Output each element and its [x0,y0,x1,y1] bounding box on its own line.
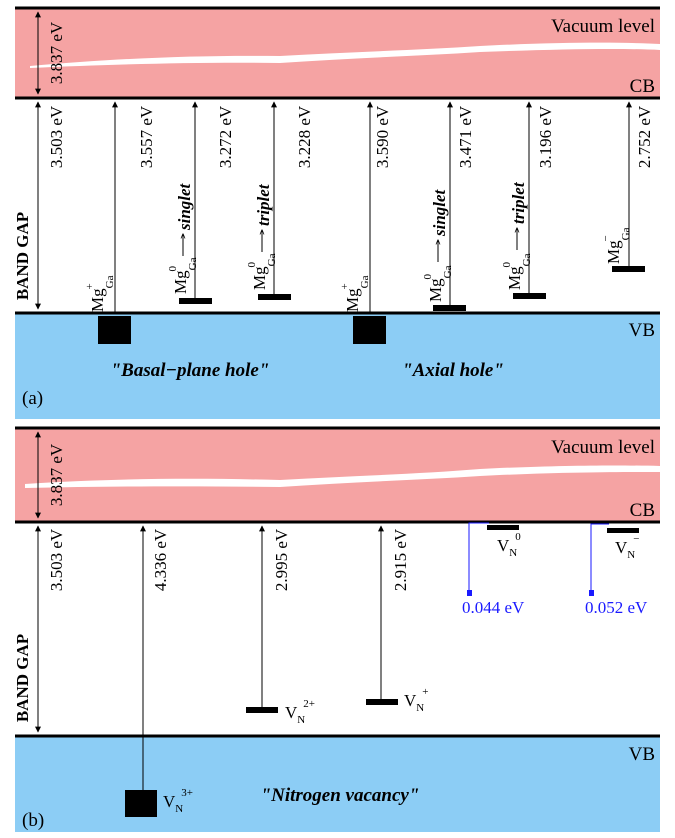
energy-value: 3.557 eV [137,105,156,168]
level-bar [246,707,278,713]
species-label: MgGa− [600,227,632,264]
species-label: MgGa0 [246,253,278,290]
band-gap-label: BAND GAP [13,634,32,722]
level-bar [366,699,398,705]
vacuum-label: Vacuum level [551,437,655,458]
cb-label: CB [630,500,655,521]
panel-a: Vacuum level CB VB (a) 3.837 eV 3.503 eV… [13,6,660,419]
band-gap-label: BAND GAP [13,212,32,300]
species-label: VN0 [497,531,521,559]
level-vn-plus: 2.915 eV VN+ [366,525,428,714]
energy-value: 3.272 eV [216,105,235,168]
vb-label: VB [629,744,655,765]
level-mg-minus: 2.752 eV MgGa− [600,101,654,272]
cb-label: CB [630,76,655,97]
species-label: MgGa+ [339,275,371,312]
nitrogen-vacancy-note: "Nitrogen vacancy" [261,785,420,806]
depth-bracket [590,523,609,592]
vacuum-wave [25,465,660,488]
level-bar [179,298,212,304]
vacuum-region [15,428,660,522]
species-label: MgGa0 [422,265,454,302]
energy-value: 2.995 eV [272,528,291,591]
depth-value: 0.052 eV [585,598,648,617]
depth-bracket [468,522,489,592]
panel-b: Vacuum level CB VB (b) 3.837 eV 3.503 eV… [13,426,660,832]
level-block [125,790,157,817]
spin-label: singlet [430,188,449,237]
species-label: VN2+ [285,698,315,726]
level-vn-neutral: 0.044 eV VN0 [462,522,525,617]
gap-value: 3.503 eV [47,528,66,591]
level-bar [612,266,645,272]
valence-band [15,736,660,832]
depth-marker [467,590,472,596]
level-bar [258,294,291,300]
energy-value: 3.471 eV [456,105,475,168]
affinity-value: 3.837 eV [47,21,66,84]
level-mg0-triplet-axial: 3.196 eV MgGa0 triplet [501,101,555,299]
spin-label: singlet [175,182,194,231]
level-mg0-triplet-basal: 3.228 eV MgGa0 triplet [246,101,314,300]
level-mg0-singlet-basal: 3.272 eV MgGa0 singlet [167,101,235,304]
level-vn-minus: 0.052 eV VN− [585,523,648,617]
level-mg-plus-basal: 3.557 eV MgGa+ [84,101,156,344]
spin-label: triplet [509,181,528,224]
gap-value: 3.503 eV [47,105,66,168]
level-mg-plus-axial: 3.590 eV MgGa+ [339,101,392,344]
species-label: MgGa0 [167,257,199,294]
level-vn-3plus: 4.336 eV VN3+ [125,525,193,817]
depth-marker [589,590,594,596]
level-bar [513,293,546,299]
species-label: VN+ [404,686,428,714]
level-bar [487,525,519,530]
panel-label: (a) [22,388,43,409]
species-label: MgGa+ [84,275,116,312]
depth-value: 0.044 eV [462,598,525,617]
energy-value: 3.196 eV [536,105,555,168]
species-label: MgGa0 [501,253,533,290]
vb-label: VB [629,320,655,341]
spin-label: triplet [254,183,273,226]
panel-label: (b) [22,810,44,831]
hole-block [353,316,386,344]
hole-block [98,316,131,344]
species-label: VN− [615,533,639,561]
vacuum-wave [30,42,660,68]
energy-value: 3.228 eV [295,105,314,168]
level-vn-2plus: 2.995 eV VN2+ [246,525,315,726]
energy-value: 2.752 eV [635,105,654,168]
vacuum-label: Vacuum level [551,16,655,37]
level-bar [607,528,639,533]
energy-value: 4.336 eV [151,528,170,591]
vacuum-region [15,8,660,98]
energy-value: 3.590 eV [373,105,392,168]
species-label: VN3+ [163,787,193,815]
axial-note: "Axial hole" [402,360,504,381]
energy-value: 2.915 eV [391,528,410,591]
basal-plane-note: "Basal−plane hole" [111,360,270,381]
level-mg0-singlet-axial: 3.471 eV MgGa0 singlet [422,101,475,311]
affinity-value: 3.837 eV [47,443,66,506]
level-bar [433,305,466,311]
